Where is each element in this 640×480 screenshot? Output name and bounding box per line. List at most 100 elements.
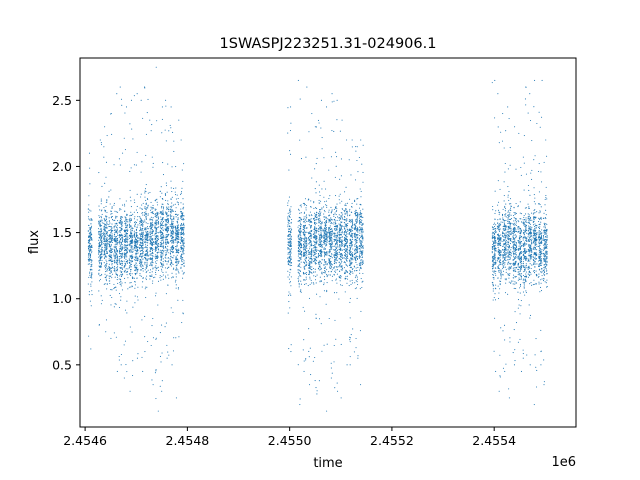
data-point [101, 273, 103, 276]
data-point [120, 242, 123, 244]
data-point [110, 259, 112, 261]
data-point [166, 216, 168, 218]
data-point [308, 220, 310, 222]
data-point [346, 224, 348, 227]
data-point [172, 350, 175, 352]
data-point [157, 212, 159, 214]
data-point [309, 261, 311, 263]
data-point [115, 211, 117, 213]
data-point [165, 277, 167, 279]
data-point [328, 243, 331, 245]
data-point [136, 205, 138, 207]
data-point [181, 250, 183, 252]
data-point [150, 249, 152, 251]
data-point [127, 238, 129, 240]
data-point [164, 219, 167, 221]
data-point [144, 196, 146, 198]
data-point [311, 272, 313, 274]
data-point [105, 246, 107, 248]
data-point [105, 161, 108, 163]
data-point [141, 212, 143, 214]
data-point [144, 256, 146, 259]
data-point [147, 228, 149, 230]
data-point [155, 370, 157, 372]
data-point [288, 234, 290, 236]
data-point [149, 250, 151, 253]
data-point [320, 211, 322, 213]
data-point [100, 198, 102, 200]
chart-title: 1SWASPJ223251.31-024906.1 [220, 36, 437, 52]
data-point [316, 240, 318, 242]
data-point [346, 275, 349, 277]
data-point [302, 244, 305, 246]
data-point [146, 239, 148, 241]
data-point [100, 265, 102, 267]
data-point [152, 217, 154, 219]
data-point [162, 216, 164, 219]
data-point [329, 195, 331, 197]
data-point [131, 276, 133, 278]
data-point [161, 352, 163, 354]
data-point [325, 204, 327, 206]
data-point [303, 241, 305, 243]
data-point [111, 264, 113, 266]
data-point [325, 235, 327, 237]
data-point [88, 258, 90, 260]
data-point [140, 171, 142, 173]
data-point [159, 224, 162, 226]
data-point [90, 230, 92, 232]
data-point [170, 233, 172, 235]
data-point [101, 222, 103, 224]
data-point [101, 232, 103, 234]
data-point [154, 234, 156, 236]
data-point [300, 280, 302, 282]
data-point [142, 211, 144, 214]
data-point [317, 228, 320, 230]
data-point [125, 237, 127, 240]
data-point [338, 217, 340, 219]
data-point [124, 277, 126, 280]
data-point [155, 247, 157, 249]
data-point [140, 99, 142, 101]
data-point [88, 246, 90, 248]
data-point [313, 240, 315, 242]
data-point [336, 210, 338, 212]
data-point [328, 254, 330, 256]
data-point [299, 234, 301, 236]
data-point [144, 86, 146, 88]
data-point [329, 243, 331, 245]
data-point [331, 209, 333, 211]
data-point [156, 257, 158, 260]
data-point [175, 234, 177, 236]
data-point [87, 263, 89, 265]
data-point [136, 242, 138, 244]
data-point [314, 249, 316, 251]
data-point [321, 234, 323, 236]
data-point [115, 243, 117, 245]
data-point [337, 269, 339, 271]
data-point [315, 235, 317, 237]
data-point [303, 220, 306, 222]
data-point [338, 238, 340, 240]
data-point [149, 258, 151, 260]
data-point [109, 257, 111, 259]
data-point [335, 255, 337, 257]
data-point [129, 215, 131, 217]
data-point [119, 250, 121, 252]
data-point [134, 269, 136, 271]
data-point [113, 204, 115, 206]
data-point [88, 227, 90, 229]
data-point [290, 276, 292, 278]
data-point [161, 256, 163, 258]
data-point [343, 209, 345, 211]
data-point [313, 202, 315, 204]
data-point [310, 218, 312, 220]
data-point [151, 233, 153, 235]
data-point [164, 225, 166, 227]
data-point [308, 384, 311, 386]
data-point [104, 229, 107, 231]
data-point [121, 270, 123, 272]
data-point [335, 243, 337, 245]
data-point [116, 249, 118, 251]
data-point [89, 274, 91, 276]
